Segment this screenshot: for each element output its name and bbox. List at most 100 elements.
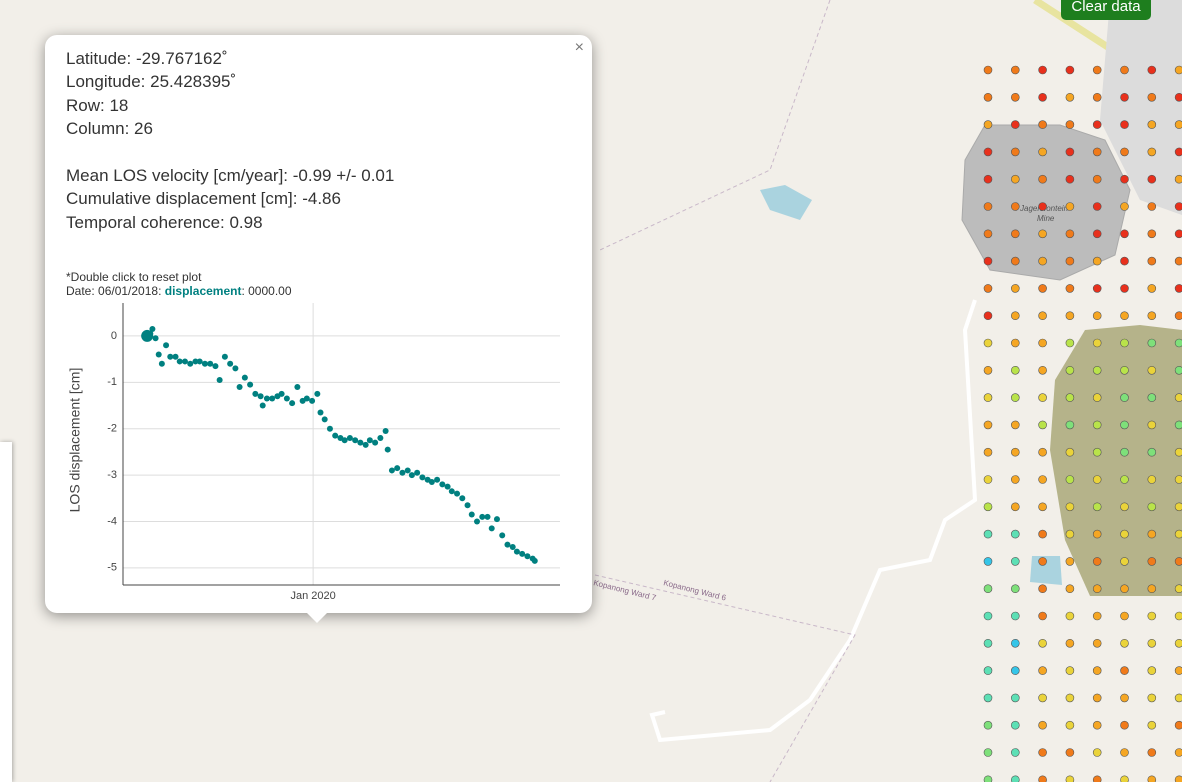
pixel-dot (1065, 502, 1075, 512)
pixel-dot (1174, 475, 1182, 484)
pixel-dot (983, 748, 993, 757)
pixel-dot (1174, 420, 1182, 430)
pixel-dot (1174, 147, 1182, 157)
point (252, 390, 259, 397)
scrub (1050, 325, 1182, 596)
pixel-dot (1010, 229, 1020, 239)
pixel-dot (1120, 393, 1129, 402)
pixel-dot (1120, 93, 1129, 102)
pixel-dot (1120, 720, 1129, 730)
point (257, 393, 264, 400)
pixel-dot (1065, 638, 1075, 648)
pixel-dot (1147, 420, 1157, 430)
point (172, 353, 179, 360)
point (176, 358, 183, 365)
town (1100, 0, 1182, 215)
pixel-dot (1010, 365, 1020, 375)
point (384, 446, 391, 453)
pixel-dot (1010, 338, 1020, 348)
pixel-dot (1038, 229, 1047, 239)
pixel-dot (1174, 65, 1182, 75)
pixel-dot (1174, 174, 1182, 184)
pixel-dot (1174, 720, 1182, 730)
pixel-dot (983, 638, 993, 648)
point (468, 511, 475, 518)
info-line: Latitude: -29.767162˚ (66, 49, 228, 68)
pixel-dot (1038, 202, 1047, 211)
pixel-dot (1010, 447, 1020, 457)
y-tick-label: 0 (111, 330, 117, 342)
close-button[interactable]: × (574, 39, 584, 56)
point (488, 525, 495, 532)
point (404, 467, 411, 474)
point (326, 425, 333, 432)
pixel-dot (1174, 311, 1182, 320)
pixel-dot (1147, 529, 1157, 539)
point (317, 409, 324, 416)
mine-area (961, 124, 1131, 281)
pixel-dot (983, 611, 993, 621)
stat-line: Mean LOS velocity [cm/year]: -0.99 +/- 0… (66, 166, 395, 185)
point (484, 513, 491, 520)
pixel-dot (983, 584, 993, 594)
pixel-dot (1010, 93, 1020, 102)
pixel-dot (1147, 202, 1157, 211)
pixel-dot (1092, 120, 1102, 129)
pixel-dot (1120, 693, 1129, 703)
point (332, 432, 339, 439)
point (236, 383, 243, 390)
pixel-dot (1010, 529, 1020, 539)
point (366, 437, 373, 444)
field-value: : 0000.00 (241, 284, 292, 298)
pixel-dot (1174, 584, 1182, 593)
point (221, 353, 228, 360)
pixel-dot (983, 529, 993, 539)
point (207, 360, 214, 367)
pixel-dot (1065, 120, 1075, 129)
pixel-dot (1065, 229, 1075, 239)
pixel-dot (1038, 748, 1047, 757)
pixel-dot (1065, 584, 1075, 594)
pixel-dot (983, 284, 993, 293)
pixel-dot (1092, 284, 1102, 293)
pixel-dot (1092, 748, 1102, 757)
pixel-dot (1092, 720, 1102, 730)
pixel-dot (1065, 284, 1075, 293)
pixel-dot (1038, 338, 1047, 348)
point (212, 363, 219, 370)
pixel-dot (1010, 393, 1020, 402)
pixel-dot (1065, 65, 1075, 75)
pixel-dot (1147, 475, 1157, 484)
pixel-dot (983, 256, 993, 266)
pixel-dot (1038, 502, 1047, 512)
point (444, 483, 451, 490)
pixel-dot (983, 475, 993, 484)
point (414, 469, 421, 476)
clear-data-button[interactable]: Clear data (1061, 0, 1151, 20)
pixel-dot (1092, 584, 1102, 594)
map-label: Kopanong Ward 6 (663, 578, 728, 602)
pixel-dot (1120, 748, 1129, 757)
info-line: Row: 18 (66, 96, 129, 115)
point (181, 358, 188, 365)
pixel-dot (1174, 666, 1182, 675)
pixel-dot (1038, 420, 1047, 430)
pixel-dot (1120, 502, 1129, 512)
point (232, 365, 239, 372)
pixel-dot (1174, 502, 1182, 512)
point (321, 416, 328, 423)
pixel-dot (1038, 638, 1047, 648)
pixel-dot (1092, 775, 1102, 782)
pixel-dot (1147, 229, 1157, 239)
pixel-dot (1120, 475, 1129, 484)
pixel-dot (1120, 775, 1129, 782)
point (247, 381, 254, 388)
pixel-dot (1038, 147, 1047, 157)
stat-line: Temporal coherence: 0.98 (66, 213, 263, 232)
track (649, 299, 978, 743)
pixel-dot (1120, 557, 1129, 566)
pixel-dot (1120, 447, 1129, 457)
pixel-dot (1092, 174, 1102, 184)
pixel-dot (1010, 748, 1020, 757)
